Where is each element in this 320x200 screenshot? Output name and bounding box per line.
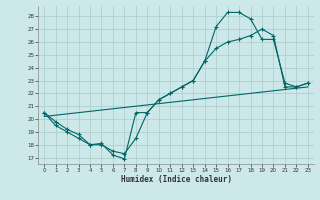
X-axis label: Humidex (Indice chaleur): Humidex (Indice chaleur)	[121, 175, 231, 184]
